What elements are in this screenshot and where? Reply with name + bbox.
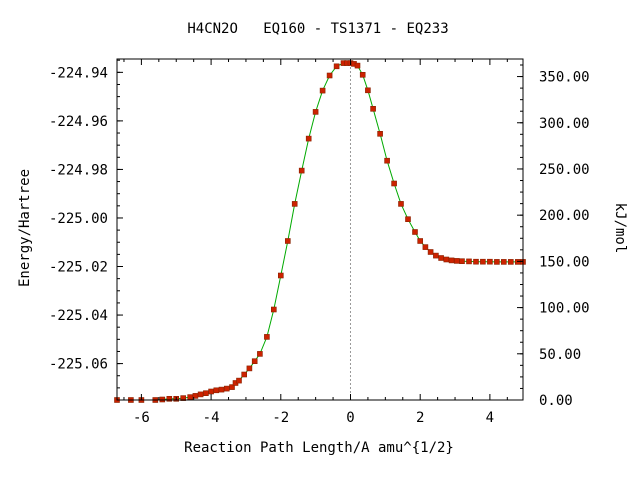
data-point bbox=[291, 201, 298, 207]
data-point bbox=[443, 256, 450, 263]
data-point bbox=[405, 216, 411, 222]
chart-title: H4CN2O EQ160 - TS1371 - EQ233 bbox=[187, 21, 448, 37]
data-point bbox=[180, 395, 186, 401]
x-axis-label: Reaction Path Length/A amu^{1/2} bbox=[184, 440, 454, 456]
data-point bbox=[487, 258, 493, 265]
data-point bbox=[359, 72, 366, 78]
x-tick-label: 0 bbox=[346, 410, 354, 426]
data-point bbox=[494, 259, 500, 265]
y-tick-label: -225.02 bbox=[49, 260, 108, 276]
data-point bbox=[480, 258, 486, 265]
data-point bbox=[370, 106, 376, 112]
data-point bbox=[229, 384, 235, 390]
y-tick-label: -224.96 bbox=[49, 114, 108, 130]
data-point bbox=[213, 387, 220, 394]
data-point bbox=[507, 259, 514, 265]
data-point bbox=[417, 238, 424, 244]
y-tick-label: -225.04 bbox=[49, 308, 108, 324]
data-point bbox=[236, 377, 242, 384]
y2-axis-label: kJ/mol bbox=[612, 203, 628, 254]
data-point bbox=[466, 258, 472, 265]
data-point bbox=[270, 306, 277, 313]
y-tick-label: -225.00 bbox=[49, 211, 108, 227]
energy-curve-line bbox=[117, 62, 523, 401]
y2-tick-label: 250.00 bbox=[539, 162, 590, 178]
data-point bbox=[312, 109, 319, 115]
data-point bbox=[208, 388, 214, 395]
data-point bbox=[326, 72, 333, 79]
data-point bbox=[438, 255, 444, 261]
data-point bbox=[257, 351, 263, 357]
x-tick-label: -2 bbox=[272, 410, 289, 426]
data-point bbox=[500, 259, 507, 265]
data-point bbox=[284, 238, 291, 244]
x-tick-label: 4 bbox=[486, 410, 494, 426]
data-point bbox=[412, 229, 418, 235]
x-tick-label: 2 bbox=[416, 410, 424, 426]
y2-tick-label: 300.00 bbox=[539, 116, 590, 132]
y2-tick-label: 200.00 bbox=[539, 208, 590, 224]
data-point bbox=[251, 358, 258, 365]
data-point bbox=[514, 259, 521, 265]
x-tick-label: -6 bbox=[133, 410, 150, 426]
y2-tick-label: 150.00 bbox=[539, 254, 590, 270]
plot-frame bbox=[116, 58, 524, 401]
data-point bbox=[422, 244, 429, 250]
data-point bbox=[241, 371, 247, 378]
data-point bbox=[391, 180, 397, 187]
data-point bbox=[298, 167, 305, 174]
data-point bbox=[384, 157, 390, 164]
data-point bbox=[166, 395, 173, 402]
data-point bbox=[187, 394, 193, 400]
y-tick-label: -224.98 bbox=[49, 162, 108, 178]
data-point bbox=[433, 252, 439, 259]
y2-tick-label: 50.00 bbox=[539, 347, 581, 363]
data-point bbox=[427, 249, 434, 255]
y2-tick-label: 100.00 bbox=[539, 301, 590, 317]
y2-tick-label: 350.00 bbox=[539, 70, 590, 86]
data-point bbox=[224, 385, 230, 392]
data-point bbox=[333, 63, 340, 70]
data-point bbox=[197, 391, 204, 398]
data-point bbox=[459, 258, 465, 265]
data-point bbox=[473, 258, 479, 265]
y2-tick-label: 0.00 bbox=[539, 393, 573, 409]
data-point bbox=[453, 258, 460, 264]
x-tick-label: -4 bbox=[203, 410, 220, 426]
data-point bbox=[319, 87, 326, 94]
data-point bbox=[305, 135, 312, 142]
data-point bbox=[218, 386, 225, 393]
y-tick-label: -225.06 bbox=[49, 357, 108, 373]
data-point bbox=[377, 131, 383, 137]
y-tick-label: -224.94 bbox=[49, 65, 108, 81]
data-point bbox=[448, 257, 455, 264]
y-axis-label: Energy/Hartree bbox=[17, 169, 33, 287]
data-point bbox=[203, 390, 209, 397]
data-point bbox=[365, 87, 371, 94]
data-point bbox=[246, 365, 253, 372]
data-point bbox=[264, 334, 270, 340]
data-point bbox=[398, 201, 404, 207]
data-point bbox=[277, 272, 284, 279]
data-point bbox=[354, 62, 361, 69]
